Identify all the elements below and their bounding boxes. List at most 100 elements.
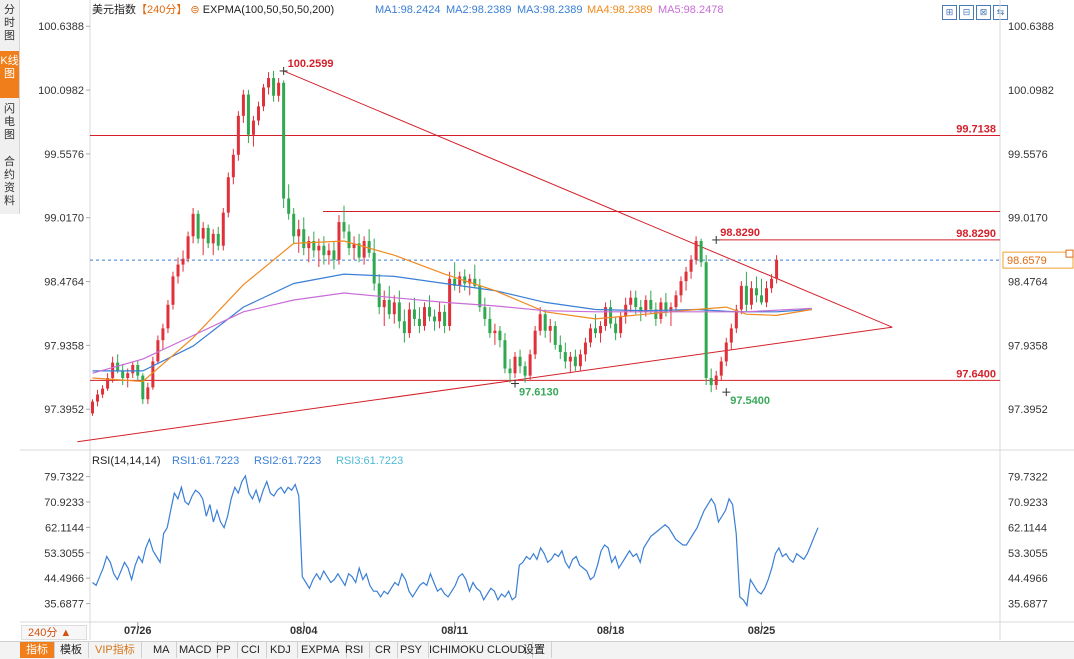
- candle-body: [111, 362, 115, 378]
- fullscreen-icon[interactable]: ⊠: [976, 5, 991, 20]
- candle-body: [96, 394, 100, 402]
- candle-body: [538, 314, 542, 331]
- ma-label-4: MA4:98.2389: [587, 4, 652, 16]
- candle-body: [417, 318, 421, 327]
- candle-body: [644, 300, 648, 312]
- indicator-tab-0[interactable]: 指标: [20, 642, 55, 658]
- candle-body: [604, 307, 608, 327]
- candle-body: [211, 233, 215, 244]
- rsi-label-3: RSI3:61.7223: [336, 455, 403, 467]
- candle-body: [654, 309, 658, 319]
- y-tick-left: 99.5576: [44, 149, 84, 161]
- rsi-y-tick-right: 79.7322: [1008, 472, 1048, 484]
- candle-body: [765, 288, 769, 303]
- x-tick-label: 08/04: [290, 625, 318, 637]
- candle-body: [428, 307, 432, 317]
- indicator-tab-7[interactable]: KDJ: [264, 642, 298, 658]
- candle-body: [231, 154, 235, 178]
- candle-body: [463, 276, 467, 284]
- annotation-label-3: 97.5400: [730, 395, 770, 407]
- candle-body: [412, 309, 416, 319]
- rsi-y-tick-right: 53.3055: [1008, 548, 1048, 560]
- candle-body: [563, 351, 567, 362]
- indicator-tab-10[interactable]: CR: [369, 642, 398, 658]
- candle-body: [744, 285, 748, 305]
- indicator-tab-4[interactable]: MACD: [173, 642, 219, 658]
- candle-body: [629, 297, 633, 305]
- candle-body: [664, 302, 668, 312]
- h-line-label-3: 97.6400: [956, 368, 996, 380]
- y-tick-left: 100.0982: [38, 85, 84, 97]
- ma-line-ma5: [92, 292, 812, 374]
- candle-body: [583, 342, 587, 355]
- y-tick-right: 99.5576: [1008, 149, 1048, 161]
- candle-body: [422, 307, 426, 327]
- candle-body: [634, 297, 638, 308]
- candle-body: [106, 377, 110, 389]
- header-part: ⊜: [187, 4, 202, 16]
- candle-body: [171, 276, 175, 305]
- h-line-label-0: 99.7138: [956, 123, 996, 135]
- indicator-tab-13[interactable]: 设置: [517, 642, 552, 658]
- candle-body: [599, 326, 603, 334]
- candle-body: [166, 304, 170, 329]
- indicator-tab-1[interactable]: 模板: [54, 642, 89, 658]
- y-tick-right: 98.4764: [1008, 277, 1048, 289]
- rsi-y-tick-right: 44.4966: [1008, 573, 1048, 585]
- candle-body: [156, 340, 160, 362]
- indicator-tab-2[interactable]: VIP指标: [89, 642, 142, 658]
- candle-body: [443, 311, 447, 327]
- left-tab-3[interactable]: 合约资料: [4, 156, 15, 207]
- period-button[interactable]: 240分 ▲: [21, 625, 87, 640]
- indicator-tab-5[interactable]: PP: [210, 642, 238, 658]
- rsi-label-1: RSI1:61.7223: [172, 455, 239, 467]
- y-tick-right: 97.3952: [1008, 404, 1048, 416]
- y-tick-left: 99.0170: [44, 213, 84, 225]
- annotation-label-2: 97.6130: [519, 387, 559, 399]
- candle-body: [196, 213, 200, 239]
- ma-label-1: MA1:98.2424: [375, 4, 440, 16]
- zoom-in-icon[interactable]: ⊞: [942, 5, 957, 20]
- indicator-tab-11[interactable]: PSY: [394, 642, 430, 658]
- candle-body: [433, 316, 437, 322]
- candle-body: [548, 326, 552, 331]
- candle-body: [362, 240, 366, 258]
- candle-body: [161, 328, 165, 341]
- candle-body: [739, 285, 743, 310]
- left-tab-0[interactable]: 分时图: [4, 4, 15, 42]
- y-tick-left: 98.4764: [44, 277, 84, 289]
- indicator-tab-12[interactable]: ICHIMOKU CLOUD: [423, 642, 533, 658]
- indicator-tab-6[interactable]: CCI: [235, 642, 267, 658]
- annotation-label-1: 98.8290: [720, 227, 760, 239]
- candle-body: [478, 285, 482, 308]
- candle-body: [287, 198, 291, 214]
- candle-body: [352, 243, 356, 249]
- candle-body: [498, 330, 502, 341]
- candle-body: [674, 295, 678, 308]
- candle-body: [357, 243, 361, 258]
- candle-body: [719, 361, 723, 376]
- rsi-y-tick-right: 70.9233: [1008, 497, 1048, 509]
- candle-body: [216, 233, 220, 246]
- last-price-marker: [1065, 249, 1074, 258]
- left-tab-2[interactable]: 闪电图: [4, 103, 15, 141]
- y-tick-right: 100.6388: [1008, 21, 1054, 33]
- candle-body: [503, 340, 507, 369]
- candle-body: [101, 388, 105, 395]
- candle-body: [407, 309, 411, 334]
- candle-body: [377, 283, 381, 308]
- candle-body: [578, 354, 582, 367]
- rsi-y-tick-left: 79.7322: [44, 472, 84, 484]
- left-tab-1[interactable]: K线图: [0, 51, 19, 98]
- indicator-tab-3[interactable]: MA: [147, 642, 177, 658]
- indicator-tab-9[interactable]: RSI: [339, 642, 371, 658]
- zoom-out-icon[interactable]: ⊟: [959, 5, 974, 20]
- indicator-tab-8[interactable]: EXPMA: [295, 642, 347, 658]
- candle-body: [267, 78, 271, 88]
- candle-body: [226, 177, 230, 213]
- candle-body: [483, 307, 487, 319]
- candle-body: [528, 354, 532, 376]
- ma-label-5: MA5:98.2478: [658, 4, 723, 16]
- candle-body: [770, 278, 774, 289]
- y-tick-right: 97.9358: [1008, 340, 1048, 352]
